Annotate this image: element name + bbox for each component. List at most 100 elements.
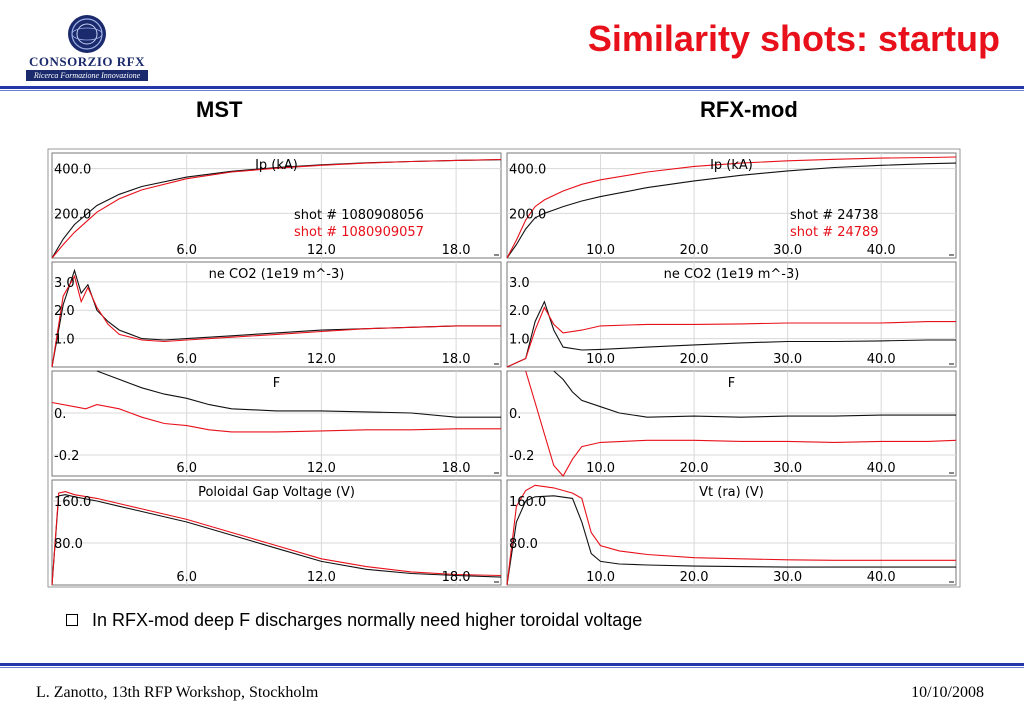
x-tick-label: 20.0 bbox=[680, 243, 709, 258]
panel-rfx-mod-4: Vt (ra) (V) 160.0 80.0 10.0 20.0 30.0 40.0 bbox=[506, 479, 957, 586]
series-line-red bbox=[51, 158, 502, 259]
panel-mst-1: Ip (kA) 400.0 200.0 6.0 12.0 18.0 shot # 10809… bbox=[51, 152, 502, 259]
legend-entry: shot # 24738 bbox=[790, 208, 879, 223]
panel-title: F bbox=[273, 376, 280, 391]
y-tick-label: 80.0 bbox=[54, 537, 83, 552]
logo-name: CONSORZIO RFX bbox=[29, 54, 145, 69]
series-line-red bbox=[51, 401, 501, 433]
panel-mst-2: ne CO2 (1e19 m^-3) 3.0 2.0 1.0 6.0 12.0 18.0 bbox=[51, 261, 502, 368]
y-tick-label: 0. bbox=[54, 407, 66, 422]
legend-entry: shot # 1080908056 bbox=[294, 208, 424, 223]
corner-marker bbox=[949, 363, 954, 365]
y-tick-label: 80.0 bbox=[509, 537, 538, 552]
y-tick-label: 200.0 bbox=[54, 207, 91, 222]
y-tick-label: 1.0 bbox=[54, 333, 75, 348]
corner-marker bbox=[494, 363, 499, 365]
bullet-point: In RFX-mod deep F discharges normally ne… bbox=[66, 610, 642, 631]
panel-mst-3: F 0. -0.2 6.0 12.0 18.0 bbox=[51, 370, 502, 477]
panel-rfx-mod-1: Ip (kA) 400.0 200.0 10.0 20.0 30.0 40.0 shot # … bbox=[506, 152, 957, 259]
x-tick-label: 30.0 bbox=[773, 352, 802, 367]
x-tick-label: 12.0 bbox=[307, 570, 336, 585]
series-line-black bbox=[506, 495, 956, 586]
series-line-black bbox=[506, 300, 956, 368]
x-tick-label: 40.0 bbox=[867, 352, 896, 367]
panel-title: ne CO2 (1e19 m^-3) bbox=[209, 267, 345, 282]
checkbox-bullet-icon bbox=[66, 614, 78, 626]
x-tick-label: 6.0 bbox=[176, 570, 197, 585]
x-tick-label: 10.0 bbox=[586, 352, 615, 367]
column-heading-mst: MST bbox=[196, 97, 243, 122]
logo-emblem-icon bbox=[68, 15, 106, 53]
footer-citation: L. Zanotto, 13th RFP Workshop, Stockholm bbox=[36, 684, 319, 701]
series-line-red bbox=[51, 491, 502, 586]
x-tick-label: 30.0 bbox=[773, 570, 802, 585]
x-tick-label: 12.0 bbox=[307, 352, 336, 367]
panel-title: Poloidal Gap Voltage (V) bbox=[198, 485, 355, 500]
series-line-black bbox=[506, 162, 957, 259]
panel-title: Ip (kA) bbox=[710, 158, 753, 173]
y-tick-label: 200.0 bbox=[509, 207, 546, 222]
panel-border bbox=[51, 479, 502, 586]
footer-date: 10/10/2008 bbox=[911, 684, 984, 701]
y-tick-label: 160.0 bbox=[54, 495, 91, 510]
y-tick-label: 400.0 bbox=[54, 163, 91, 178]
corner-marker bbox=[949, 472, 954, 474]
x-tick-label: 40.0 bbox=[867, 461, 896, 476]
x-tick-label: 30.0 bbox=[773, 243, 802, 258]
x-tick-label: 18.0 bbox=[442, 570, 471, 585]
y-tick-label: 2.0 bbox=[509, 304, 530, 319]
x-tick-label: 10.0 bbox=[586, 461, 615, 476]
x-tick-label: 20.0 bbox=[680, 570, 709, 585]
y-tick-label: 2.0 bbox=[54, 304, 75, 319]
x-tick-label: 40.0 bbox=[867, 570, 896, 585]
panel-border bbox=[51, 261, 502, 368]
panel-rfx-mod-3: F 0. -0.2 10.0 20.0 30.0 40.0 bbox=[506, 370, 957, 477]
x-tick-label: 30.0 bbox=[773, 461, 802, 476]
x-tick-label: 6.0 bbox=[176, 243, 197, 258]
logo-tagline: Ricerca Formazione Innovazione bbox=[26, 70, 148, 81]
legend-entry: shot # 1080909057 bbox=[294, 225, 424, 240]
footer-divider bbox=[0, 663, 1024, 666]
x-tick-label: 20.0 bbox=[680, 461, 709, 476]
series-line-black bbox=[553, 370, 956, 418]
y-tick-label: -0.2 bbox=[54, 449, 79, 464]
x-tick-label: 20.0 bbox=[680, 352, 709, 367]
legend-entry: shot # 24789 bbox=[790, 225, 879, 240]
corner-marker bbox=[494, 472, 499, 474]
y-tick-label: 160.0 bbox=[509, 495, 546, 510]
slide-title: Similarity shots: startup bbox=[587, 18, 1000, 59]
column-heading-rfx-mod: RFX-mod bbox=[700, 97, 798, 122]
series-line-red bbox=[506, 306, 956, 368]
x-tick-label: 12.0 bbox=[307, 243, 336, 258]
x-tick-label: 40.0 bbox=[867, 243, 896, 258]
x-tick-label: 10.0 bbox=[586, 243, 615, 258]
y-tick-label: 1.0 bbox=[509, 333, 530, 348]
x-tick-label: 18.0 bbox=[442, 461, 471, 476]
panel-title: Ip (kA) bbox=[255, 158, 298, 173]
x-tick-label: 6.0 bbox=[176, 352, 197, 367]
x-tick-label: 18.0 bbox=[442, 243, 471, 258]
header-divider bbox=[0, 86, 1024, 89]
panel-border bbox=[51, 370, 502, 477]
series-line-red bbox=[506, 156, 957, 259]
x-tick-label: 12.0 bbox=[307, 461, 336, 476]
y-tick-label: -0.2 bbox=[509, 449, 534, 464]
y-tick-label: 0. bbox=[509, 407, 521, 422]
y-tick-label: 3.0 bbox=[509, 276, 530, 291]
corner-marker bbox=[949, 254, 954, 256]
series-line-black bbox=[51, 494, 502, 586]
consorzio-rfx-logo: CONSORZIO RFX Ricerca Formazione Innovaz… bbox=[24, 14, 150, 81]
x-tick-label: 6.0 bbox=[176, 461, 197, 476]
series-line-black bbox=[96, 370, 501, 418]
series-line-red bbox=[506, 484, 956, 586]
series-line-red bbox=[525, 370, 957, 477]
panel-mst-4: Poloidal Gap Voltage (V) 160.0 80.0 6.0 12.0… bbox=[51, 479, 502, 586]
panel-title: F bbox=[728, 376, 735, 391]
header-divider-thin bbox=[0, 90, 1024, 91]
x-tick-label: 10.0 bbox=[586, 570, 615, 585]
panel-title: Vt (ra) (V) bbox=[699, 485, 764, 500]
panel-border bbox=[51, 152, 502, 259]
corner-marker bbox=[494, 581, 499, 583]
footer-divider-thin bbox=[0, 667, 1024, 668]
